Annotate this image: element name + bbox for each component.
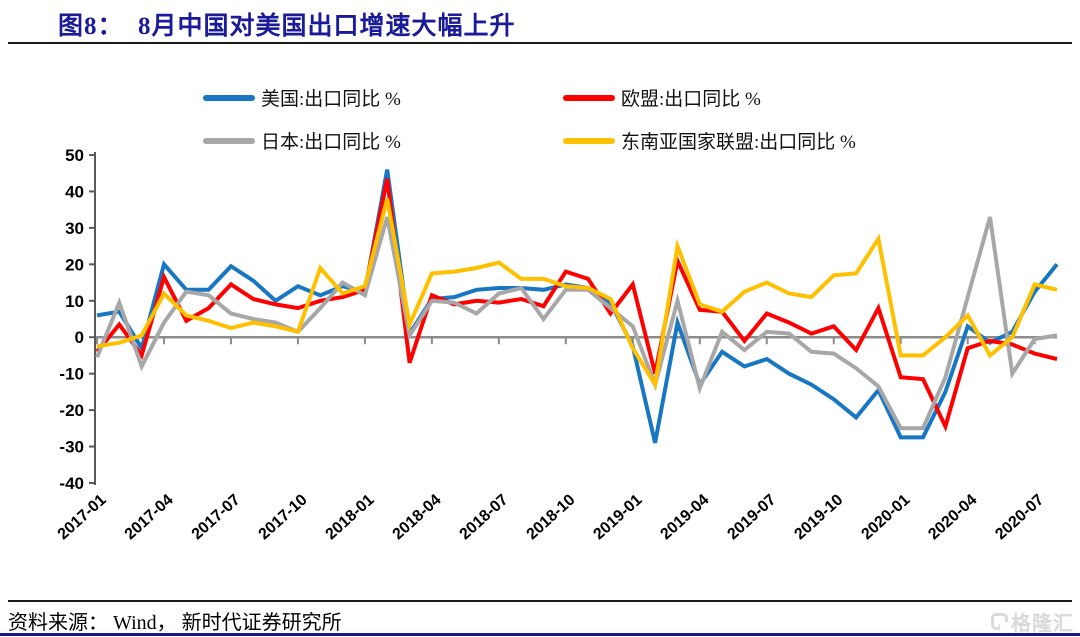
y-axis-label: 0 — [75, 328, 84, 347]
x-axis-label: 2018-01 — [323, 491, 378, 543]
footer-divider-line — [8, 600, 1072, 602]
chart-legend: 美国:出口同比 % 欧盟:出口同比 % 日本:出口同比 % 东南亚国家联盟:出口同比 … — [203, 84, 856, 154]
legend-label-2: 日本:出口同比 % — [261, 132, 401, 153]
legend-item-0: 美国:出口同比 % — [203, 84, 563, 111]
x-axis-label: 2018-04 — [390, 491, 445, 543]
series-line-2 — [95, 216, 1058, 431]
series-line-3 — [96, 198, 1058, 391]
y-axis-label: 10 — [65, 292, 84, 311]
y-axis-label: 20 — [65, 255, 84, 274]
gelonghui-logo-text: 格隆汇 — [1011, 613, 1074, 635]
legend-item-2: 日本:出口同比 % — [203, 127, 563, 154]
x-axis-label: 2017-07 — [189, 491, 244, 543]
y-axis-label: -10 — [59, 365, 84, 384]
series-line-1 — [95, 178, 1058, 433]
x-axis-label: 2020-04 — [925, 491, 980, 543]
legend-label-3: 东南亚国家联盟:出口同比 % — [621, 132, 856, 153]
series-line-0 — [96, 169, 1059, 444]
y-axis-label: -30 — [59, 438, 84, 457]
gelonghui-watermark: 格隆汇 — [991, 607, 1074, 636]
y-axis-label: 50 — [65, 146, 84, 165]
x-axis-label: 2020-07 — [992, 491, 1047, 543]
y-axis-label: 30 — [65, 219, 84, 238]
x-axis-label: 2019-04 — [657, 491, 712, 543]
gelonghui-logo-icon — [991, 613, 1008, 630]
x-axis-label: 2018-07 — [457, 491, 512, 543]
page-bottom-rule — [0, 633, 1080, 636]
legend-label-0: 美国:出口同比 % — [261, 89, 401, 110]
legend-swatch-0 — [203, 94, 255, 101]
x-axis-label: 2020-01 — [858, 491, 913, 543]
x-axis-label: 2019-10 — [791, 491, 846, 543]
legend-item-3: 东南亚国家联盟:出口同比 % — [563, 127, 856, 154]
legend-item-1: 欧盟:出口同比 % — [563, 84, 856, 111]
data-source-note: 资料来源： Wind， 新时代证券研究所 — [8, 612, 342, 634]
x-axis-label: 2019-01 — [590, 491, 645, 543]
x-axis-label: 2019-07 — [724, 491, 779, 543]
legend-swatch-1 — [563, 94, 615, 101]
x-axis-label: 2017-01 — [55, 491, 110, 543]
legend-swatch-2 — [203, 137, 255, 144]
legend-swatch-3 — [563, 137, 615, 144]
y-axis-label: 40 — [65, 182, 84, 201]
x-axis-label: 2017-10 — [256, 491, 311, 543]
figure-title: 图8： 8月中国对美国出口增速大幅上升 — [58, 13, 516, 40]
x-axis-label: 2018-10 — [524, 491, 579, 543]
legend-label-1: 欧盟:出口同比 % — [621, 89, 761, 110]
y-axis-label: -20 — [59, 401, 84, 420]
x-axis-label: 2017-04 — [122, 491, 177, 543]
y-axis-label: -40 — [59, 474, 84, 493]
title-divider-line — [8, 42, 1072, 44]
